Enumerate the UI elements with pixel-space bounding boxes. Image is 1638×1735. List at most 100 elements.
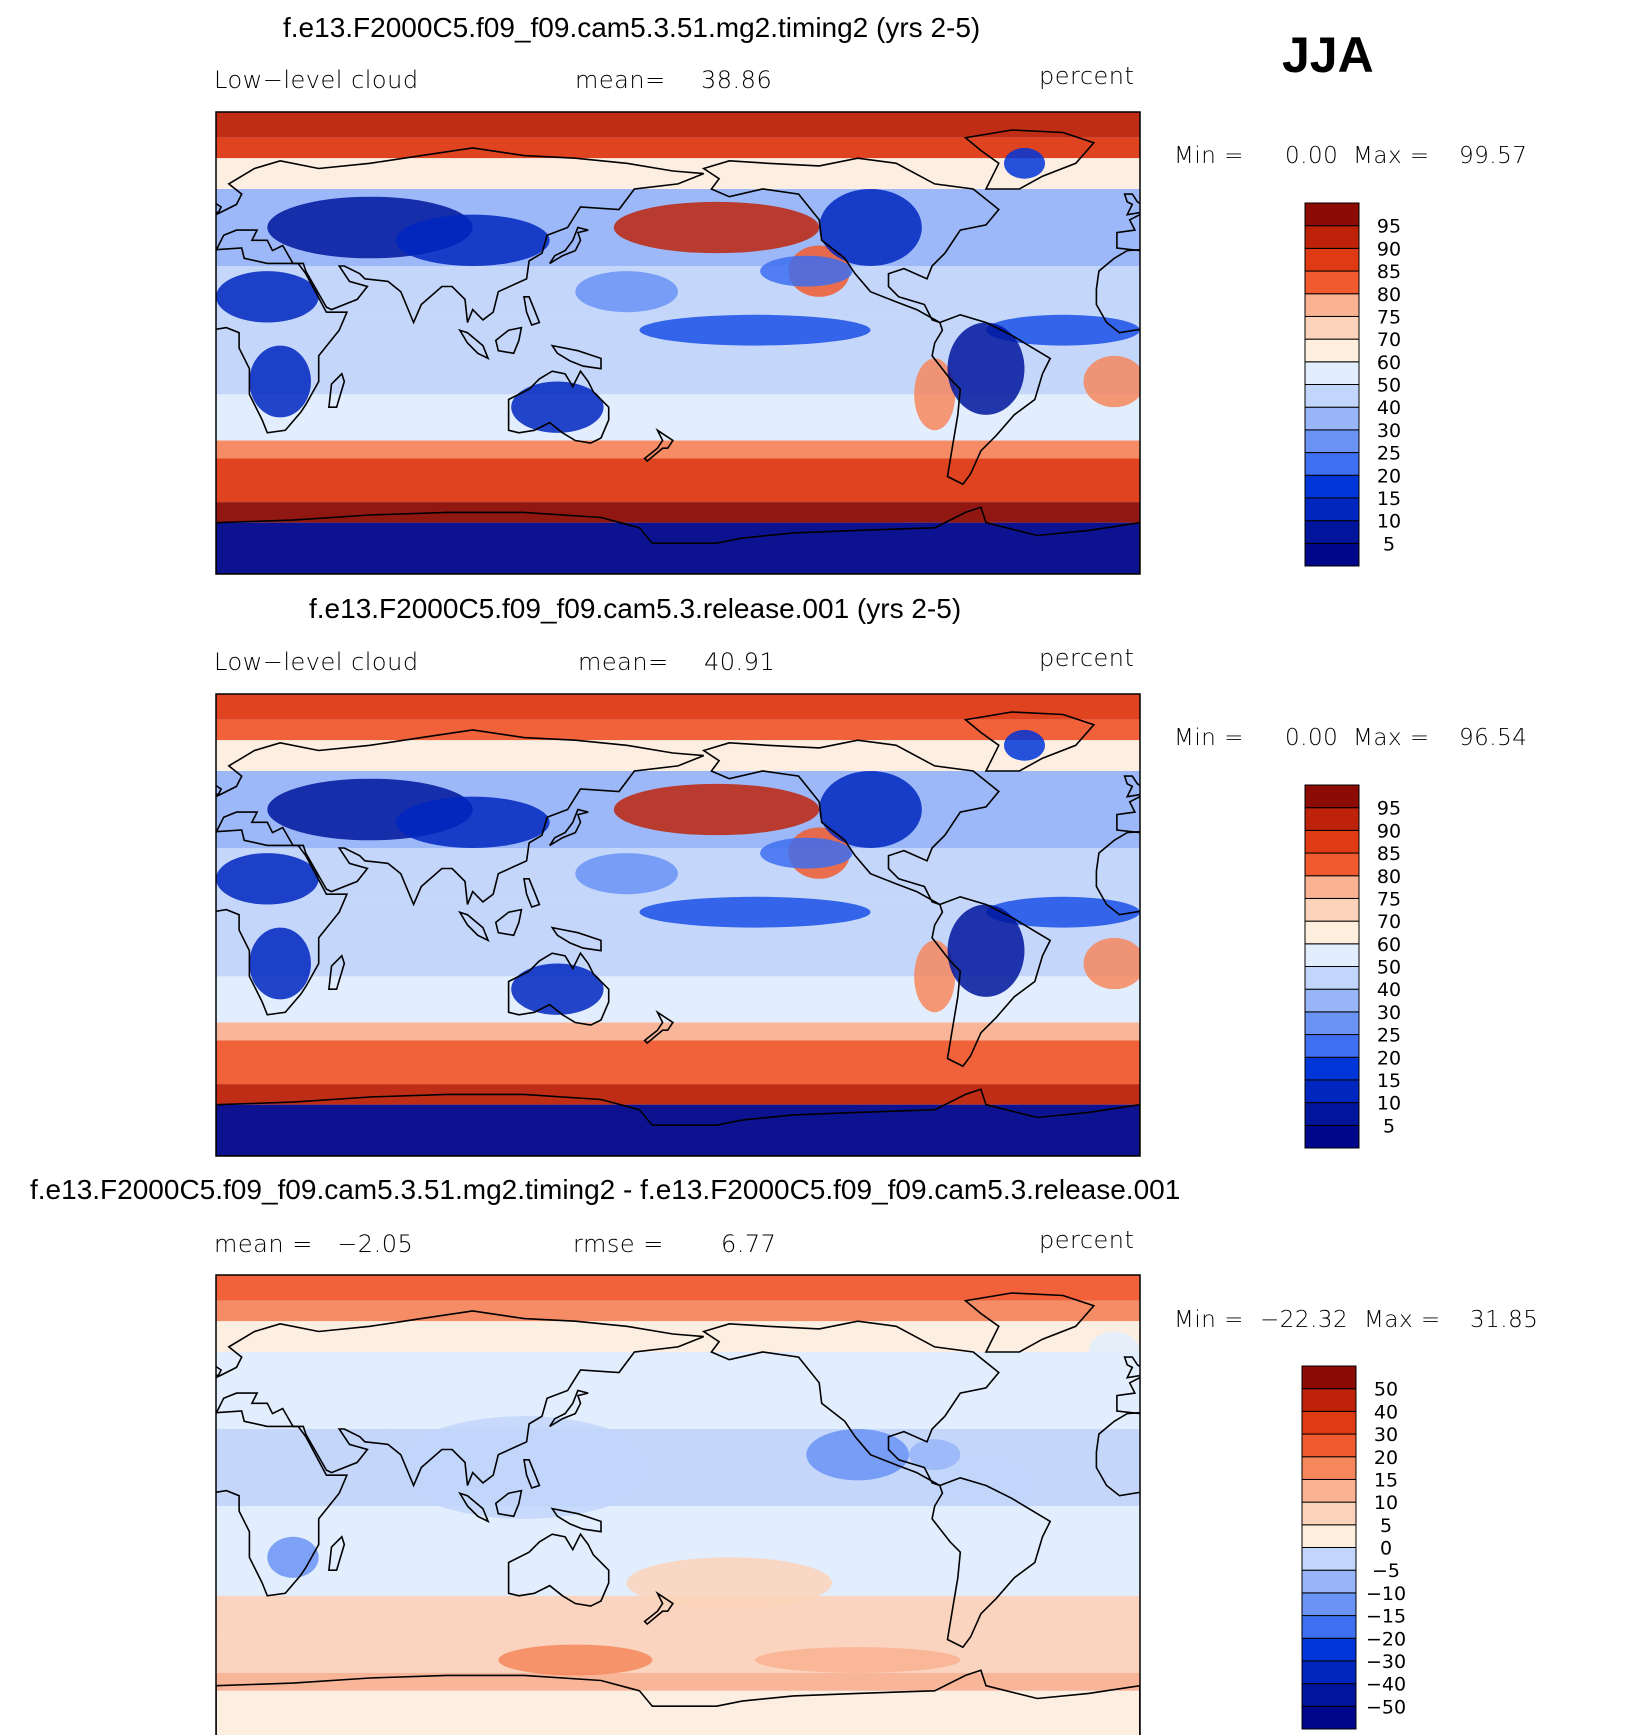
colorbar-box-6 (1304, 406, 1360, 431)
field-feature-0 (613, 201, 820, 254)
coastline-south-america (931, 1476, 1052, 1649)
panel-2-mean-label: mean= (578, 648, 669, 676)
lat-band-7 (216, 1634, 1140, 1673)
coastline-north-america (701, 739, 1000, 906)
field-feature-3 (934, 1454, 1038, 1507)
coastline-madagascar (1253, 1537, 1268, 1570)
field-feature-6 (760, 837, 853, 869)
colorbar-box-14 (1304, 225, 1360, 249)
panel-3-mean: mean = −2.05 (214, 1230, 414, 1258)
colorbar-box-2 (1304, 1079, 1360, 1104)
colorbar-tick-label: 25 (1377, 443, 1401, 465)
coastline-sumatra (458, 1491, 490, 1524)
coastline-australia (1433, 1534, 1533, 1606)
field-feature-5 (986, 896, 1140, 928)
field-feature-7 (1088, 1331, 1140, 1373)
panel-1-units: percent (1039, 62, 1135, 90)
coastline-uk (1123, 1356, 1140, 1379)
coastline-new-guinea (1476, 1509, 1525, 1532)
coastline-madagascar (1253, 374, 1268, 407)
coastline-japan (549, 1389, 589, 1428)
coastline-japan (549, 808, 589, 847)
colorbar-box-12 (1304, 270, 1360, 295)
colorbar-tick-label: 80 (1377, 866, 1401, 888)
coastline-africa (216, 829, 349, 1016)
map-frame (215, 693, 1141, 1157)
colorbar-tick-label: 15 (1377, 488, 1401, 510)
field-feature-3 (1083, 937, 1140, 990)
field-feature-10 (216, 853, 319, 905)
coastline-borneo (494, 908, 523, 937)
coastline-africa (216, 247, 349, 434)
coastline-indochina-islands (1448, 879, 1463, 907)
coastline-uk (1123, 775, 1140, 798)
panel-1-min-value: 0.00 (1285, 143, 1339, 169)
colorbar-tick-label: 70 (1377, 329, 1401, 351)
field-feature-13 (819, 189, 922, 266)
field-feature-9 (395, 796, 550, 848)
colorbar-box-6 (1304, 988, 1360, 1013)
coastline-south-america (931, 313, 1052, 486)
coastline-antarctica (216, 1669, 1140, 1735)
colorbar-tick-label: 5 (1383, 533, 1395, 555)
lat-band-1 (216, 719, 1140, 741)
colorbar-tick-label: 10 (1377, 1093, 1401, 1115)
colorbar-box-10 (1304, 315, 1360, 340)
coastline-new-guinea (550, 1507, 602, 1533)
coastline-indochina-islands (523, 1459, 541, 1489)
colorbar-box-13 (1304, 247, 1360, 272)
field-feature-14 (947, 322, 1025, 415)
coastline-indochina-islands (1448, 1460, 1463, 1488)
colorbar-tick-label: −10 (1366, 1583, 1406, 1605)
field-feature-6 (755, 1647, 961, 1673)
coastline-borneo (494, 326, 523, 355)
coastline-sumatra (458, 328, 490, 361)
colorbar-tick-label: 60 (1377, 352, 1401, 374)
colorbar-box-9 (1304, 920, 1360, 945)
lat-band-7 (216, 1022, 1140, 1041)
colorbar-tick-label: 5 (1383, 1115, 1395, 1137)
coastline-new-zealand (643, 1009, 675, 1045)
coastline-madagascar (1253, 956, 1268, 989)
panel-1-max-label: Max = (1353, 143, 1430, 169)
coastline-north-america (701, 1320, 1000, 1487)
panel-3-min-label: Min = (1174, 1307, 1244, 1333)
colorbar-box-12 (1301, 1433, 1357, 1458)
colorbar-box-5 (1304, 429, 1360, 454)
coastline-new-guinea (550, 926, 602, 952)
field-feature-12 (511, 963, 604, 1015)
colorbar-tick-label: −15 (1366, 1606, 1406, 1628)
colorbar-box-4 (1304, 1034, 1360, 1058)
lat-band-8 (216, 1672, 1140, 1691)
field-feature-11 (249, 927, 311, 1000)
coastline-new-guinea (1476, 346, 1525, 369)
colorbar-box-5 (1304, 1011, 1360, 1036)
lat-band-7 (216, 440, 1140, 459)
colorbar-tick-label: 75 (1377, 306, 1401, 328)
colorbar-tick-label: −20 (1366, 1628, 1406, 1650)
colorbar-tick-label: −5 (1372, 1560, 1400, 1582)
colorbar-tick-label: 50 (1374, 1379, 1398, 1401)
panel-3-units: percent (1039, 1226, 1135, 1254)
coastline-eurasia (216, 1310, 704, 1488)
colorbar-box-8 (1301, 1524, 1357, 1548)
map-panel-2 (215, 693, 1463, 1157)
coastline-eurasia (1116, 1376, 1140, 1415)
coastline-antarctica (216, 1088, 1140, 1156)
coastline-eurasia (1116, 213, 1140, 252)
panel-2-max-label: Max = (1353, 725, 1430, 751)
colorbar-box-4 (1304, 452, 1360, 476)
coastline-africa (216, 1410, 349, 1597)
coastline-new-guinea (550, 344, 602, 370)
colorbar-tick-label: 40 (1374, 1401, 1398, 1423)
colorbar-tick-label: 20 (1377, 1047, 1401, 1069)
colorbar-box-3 (1304, 1056, 1360, 1081)
colorbar-tick-label: −40 (1366, 1674, 1406, 1696)
colorbar-tick-label: 30 (1377, 1002, 1401, 1024)
colorbar-box-5 (1301, 1592, 1357, 1617)
coastline-indochina-islands (523, 295, 541, 326)
colorbar-box-1 (1304, 1102, 1360, 1126)
colorbar-box-8 (1304, 361, 1360, 385)
